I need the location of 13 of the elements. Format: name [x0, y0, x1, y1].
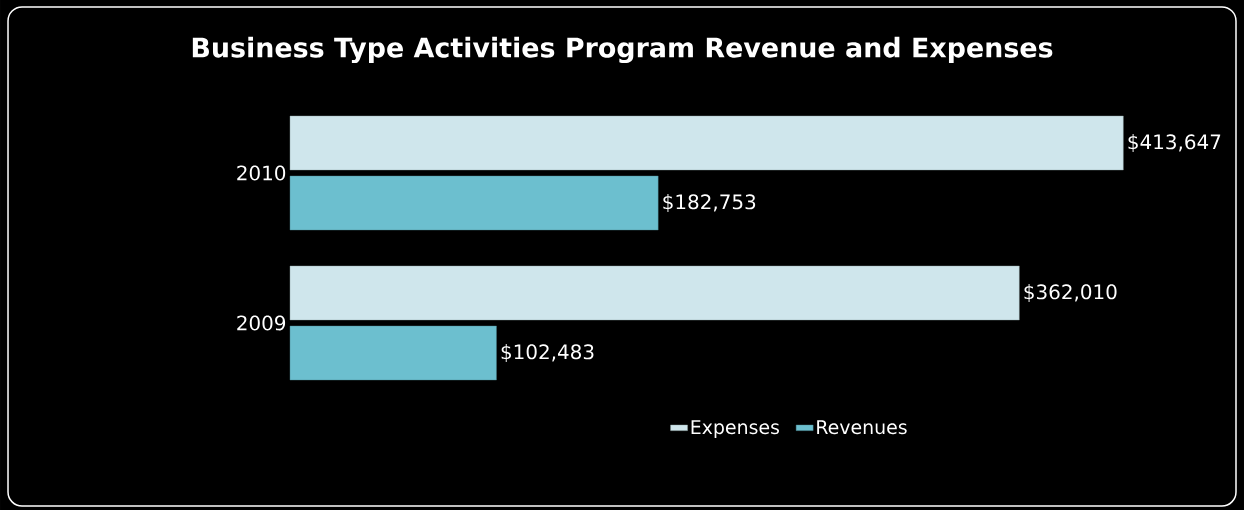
y-tick-label: 2009	[237, 315, 286, 331]
data-label: $102,483	[501, 343, 594, 363]
bar	[289, 175, 659, 231]
legend-label: Expenses	[691, 420, 780, 438]
chart-title: Business Type Activities Program Revenue and Expenses	[192, 36, 1053, 64]
legend-label: Revenues	[817, 420, 907, 435]
y-tick-label: 2010	[237, 165, 286, 181]
bar	[289, 115, 1124, 171]
data-label: $182,753	[663, 193, 756, 213]
bar	[289, 325, 497, 381]
bar	[289, 265, 1020, 321]
data-label: $413,647	[1128, 133, 1221, 153]
data-label: $362,010	[1024, 283, 1117, 303]
